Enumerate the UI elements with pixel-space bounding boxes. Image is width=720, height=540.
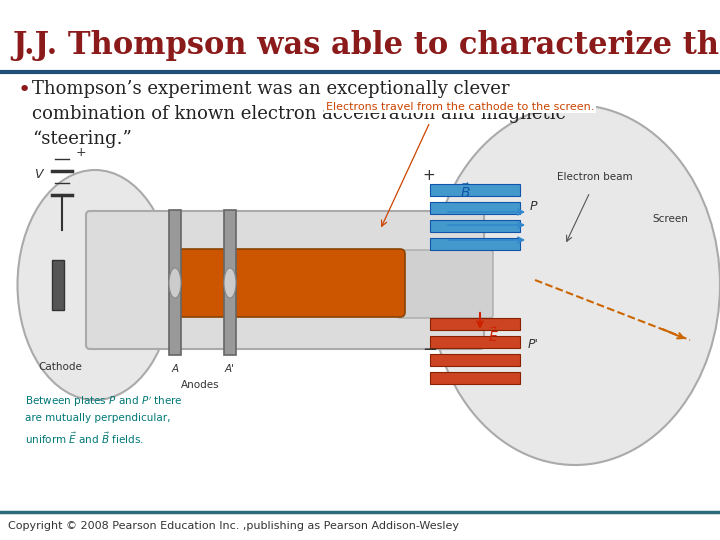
Text: Electron beam: Electron beam [557, 172, 633, 182]
Bar [430, 220, 520, 232]
Point [48, 192, 56, 198]
Text: A: A [171, 364, 179, 374]
Ellipse shape [17, 170, 173, 400]
Ellipse shape [169, 268, 181, 298]
Bar [224, 210, 236, 355]
Point [65, 180, 73, 186]
Ellipse shape [430, 105, 720, 465]
FancyBboxPatch shape [397, 250, 493, 318]
Point [48, 168, 56, 174]
Bar [430, 336, 520, 348]
Text: −: − [422, 341, 437, 359]
Bar [430, 354, 520, 366]
Text: $\vec{E}$: $\vec{E}$ [488, 326, 499, 345]
FancyBboxPatch shape [86, 211, 484, 349]
Bar [52, 260, 64, 310]
Text: Anodes: Anodes [181, 380, 220, 390]
Text: P: P [530, 200, 538, 213]
Bar [169, 210, 181, 355]
Text: A': A' [225, 364, 235, 374]
Point [50, 180, 59, 186]
Bar [430, 238, 520, 250]
Point [50, 156, 59, 162]
Point [68, 192, 76, 198]
Text: $\vec{B}$: $\vec{B}$ [460, 183, 471, 201]
Text: Between plates $P$ and $P'$ there
are mutually perpendicular,
uniform $\vec{E}$ : Between plates $P$ and $P'$ there are mu… [25, 395, 183, 446]
Text: P': P' [528, 338, 539, 351]
Text: V: V [34, 168, 42, 181]
Text: +: + [422, 168, 435, 183]
Text: Thompson’s experiment was an exceptionally clever
combination of known electron : Thompson’s experiment was an exceptional… [32, 80, 566, 148]
Bar [430, 372, 520, 384]
FancyBboxPatch shape [175, 249, 405, 317]
Text: Copyright © 2008 Pearson Education Inc. ,publishing as Pearson Addison-Wesley: Copyright © 2008 Pearson Education Inc. … [8, 521, 459, 531]
Point [58, 227, 66, 233]
Point [68, 168, 76, 174]
Point [65, 156, 73, 162]
Text: J.J. Thompson was able to characterize the electron: J.J. Thompson was able to characterize t… [12, 30, 720, 61]
Text: +: + [76, 146, 86, 159]
Point [58, 192, 66, 198]
Bar [430, 202, 520, 214]
Text: Screen: Screen [652, 214, 688, 224]
Bar [430, 184, 520, 196]
Text: Electrons travel from the cathode to the screen.: Electrons travel from the cathode to the… [326, 102, 594, 112]
Ellipse shape [224, 268, 236, 298]
Text: Cathode: Cathode [38, 362, 82, 372]
Bar [430, 318, 520, 330]
Text: •: • [18, 80, 31, 100]
